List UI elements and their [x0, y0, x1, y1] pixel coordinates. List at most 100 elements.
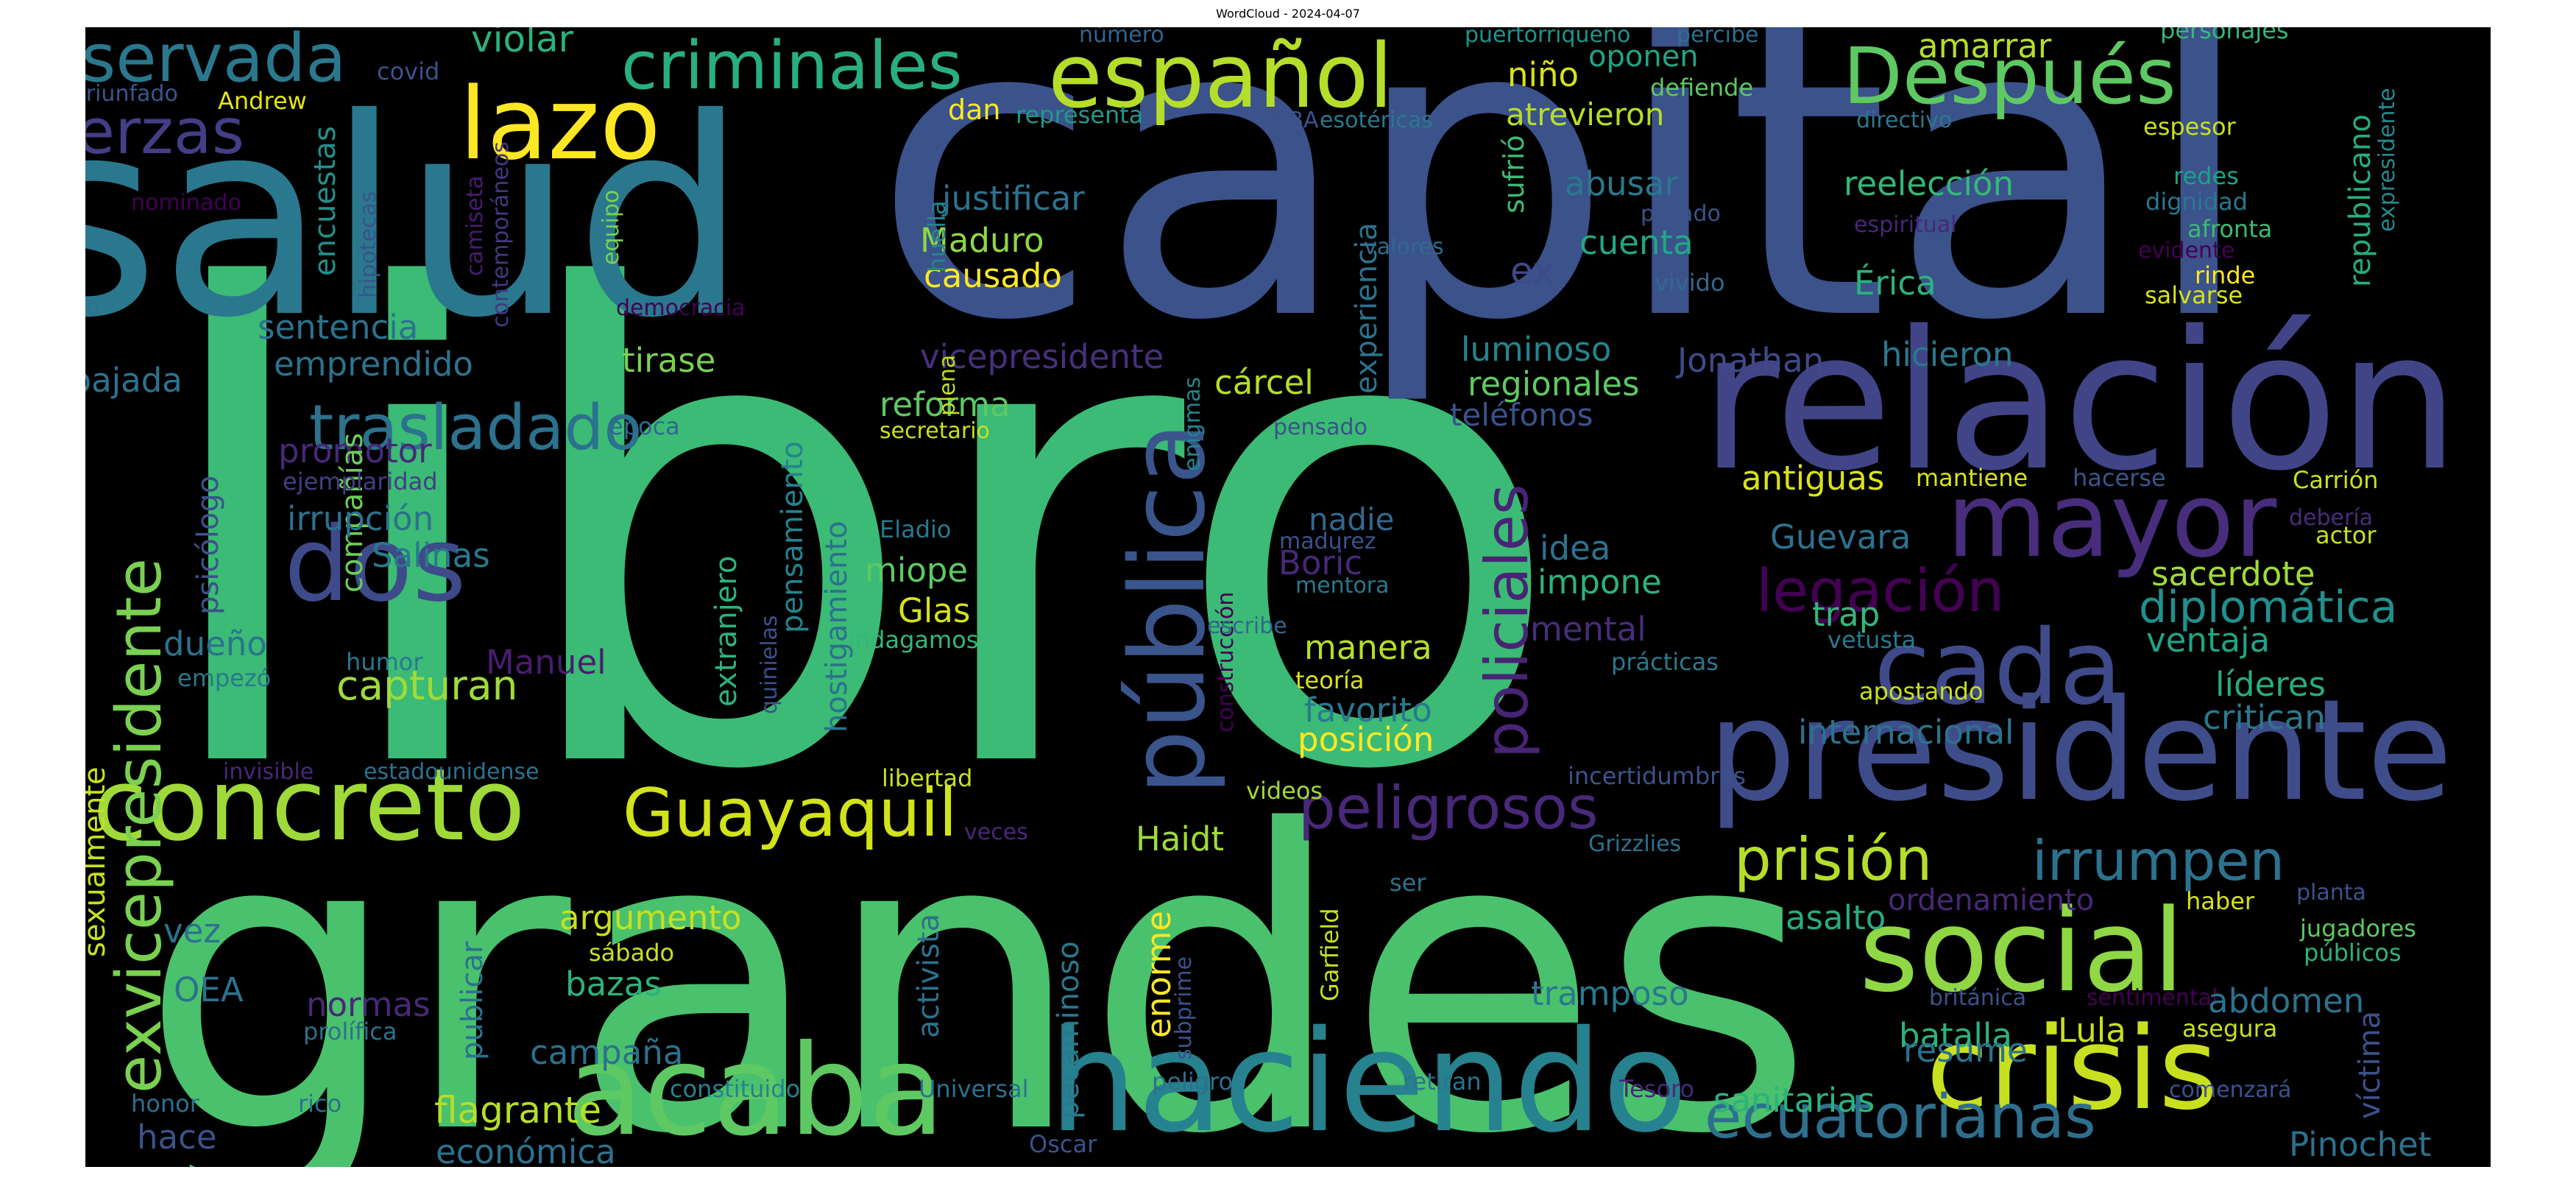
word-amarrar: amarrar	[1918, 27, 2052, 66]
word-boric: Boric	[1278, 543, 1362, 582]
word-tramposo: tramposo	[1531, 974, 1689, 1013]
word-reservada: reservada	[85, 27, 346, 97]
word-carcel: cárcel	[1214, 363, 1314, 402]
word-bazas: bazas	[565, 964, 662, 1004]
word-mexico: México	[85, 293, 100, 321]
word-percibe: percibe	[1677, 27, 1759, 48]
word-peligro: peligro	[1152, 1068, 1233, 1096]
word-ecuatorianas: ecuatorianas	[1705, 1082, 2096, 1152]
word-subprime: subprime	[1171, 956, 1197, 1060]
word-publicar: publicar	[456, 941, 489, 1060]
word-sacerdote: sacerdote	[2151, 554, 2315, 593]
word-mantiene: mantiene	[1916, 464, 2028, 492]
word-nino: niño	[1507, 55, 1579, 94]
word-estadounidense: estadounidense	[364, 759, 539, 785]
word-reeleccion: reelección	[1844, 164, 2014, 203]
word-enigmas: enigmas	[1180, 377, 1206, 471]
word-tirase: tirase	[622, 341, 715, 380]
word-justificar: justificar	[941, 179, 1085, 218]
word-prision: prisión	[1734, 825, 1932, 894]
word-republicano: republicano	[2343, 114, 2377, 287]
word-asalto: asalto	[1786, 898, 1886, 937]
word-sexualmente: sexualmente	[85, 766, 112, 957]
word-glas: Glas	[898, 591, 970, 630]
word-reforma: reforma	[880, 385, 1011, 424]
word-humor: humor	[346, 648, 423, 676]
word-policiales: policiales	[1473, 484, 1541, 758]
word-covid: covid	[377, 57, 439, 85]
word-presidente: presidente	[1708, 669, 2453, 832]
word-numero: número	[1079, 27, 1164, 48]
word-escribe: escribe	[1207, 613, 1287, 639]
word-indagamos: indagamos	[849, 626, 978, 654]
word-asegura: asegura	[2182, 1015, 2277, 1043]
word-dueno: dueño	[163, 624, 267, 663]
word-actor: actor	[2315, 521, 2377, 549]
word-invisible: invisible	[223, 759, 314, 785]
word-guevara: Guevara	[1770, 518, 1911, 557]
word-criminales: criminales	[621, 27, 963, 105]
word-pecaminoso: pecaminoso	[1052, 941, 1086, 1119]
word-grizzlies: Grizzlies	[1588, 831, 1681, 857]
word-publicos: públicos	[2304, 939, 2402, 967]
word-contemporaneos: contemporáneos	[488, 141, 514, 328]
word-manuel: Manuel	[486, 643, 606, 682]
word-posicion: posición	[1298, 720, 1434, 759]
word-britanica: británica	[1929, 985, 2026, 1011]
word-mentora: mentora	[1295, 573, 1390, 599]
word-salinas: Salinas	[372, 536, 490, 575]
word-sanitarias: sanitarias	[1713, 1081, 1875, 1120]
word-lazo: lazo	[459, 66, 661, 182]
word-luminoso: luminoso	[1461, 330, 1611, 369]
word-lideres: líderes	[2215, 665, 2326, 704]
word-miope: miope	[865, 551, 968, 590]
word-tesoro: Tesoro	[1618, 1075, 1694, 1103]
word-planta: planta	[2296, 880, 2366, 906]
word-vez: vez	[163, 911, 221, 950]
word-oea: OEA	[174, 970, 244, 1009]
word-psicologo: psicólogo	[191, 476, 225, 615]
word-peligrosos: peligrosos	[1298, 774, 1599, 842]
word-jonathan: Jonathan	[1675, 341, 1824, 380]
word-activista: activista	[912, 914, 946, 1038]
word-capital: capital	[872, 27, 2256, 411]
word-directivo: directivo	[1856, 107, 1952, 133]
word-enorme: enorme	[1139, 911, 1178, 1038]
word-atrevieron: atrevieron	[1506, 96, 1664, 133]
word-telefonos: teléfonos	[1450, 397, 1593, 433]
word-sabado: sábado	[589, 939, 674, 967]
word-rinde: rinde	[2195, 261, 2255, 289]
word-apostando: apostando	[1859, 677, 1984, 705]
word-idea: idea	[1540, 529, 1610, 568]
word-retiran: retiran	[1403, 1068, 1482, 1096]
word-equipo: equipo	[598, 190, 624, 265]
word-abdomen: abdomen	[2208, 981, 2364, 1020]
word-hicieron: hicieron	[1881, 335, 2014, 374]
word-critican: critican	[2203, 698, 2326, 737]
word-triunfado: triunfado	[85, 81, 178, 107]
word-cuenta: cuenta	[1579, 223, 1694, 262]
word-espiritual: espiritual	[1854, 212, 1957, 238]
word-espanol: español	[1048, 27, 1393, 128]
word-valores: valores	[1364, 234, 1444, 260]
word-companias: compañías	[336, 433, 369, 593]
word-exvicepresidente: exvicepresidente	[103, 558, 176, 1093]
word-acaba: acaba	[567, 1018, 945, 1164]
word-trap: trap	[1812, 595, 1880, 634]
word-pensado: pensado	[1273, 415, 1367, 440]
word-andrew: Andrew	[218, 87, 307, 115]
word-veces: veces	[964, 819, 1028, 845]
word-ventaja: ventaja	[2146, 621, 2270, 660]
word-publica: pública	[1108, 422, 1228, 795]
word-cada: cada	[1874, 608, 2122, 728]
word-dos: dos	[284, 505, 466, 625]
word-economica: económica	[436, 1132, 616, 1167]
word-promotor: promotor	[278, 431, 432, 470]
word-normas: normas	[306, 985, 431, 1024]
word-defiende: defiende	[1650, 74, 1753, 102]
word-cloud-canvas: libro grandes capital salud relación presiden…	[85, 27, 2491, 1167]
word-crisis: crisis	[1926, 1002, 2218, 1135]
word-hacerse: hacerse	[2073, 464, 2166, 492]
